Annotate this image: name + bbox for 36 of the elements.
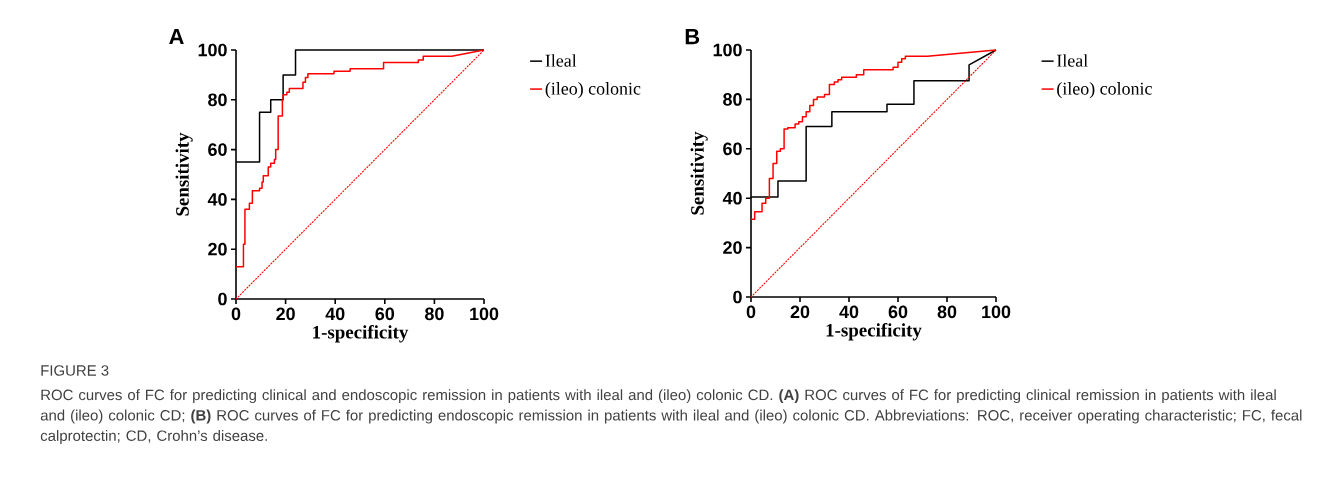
x-tick-label: 0: [746, 305, 756, 319]
y-axis-title: Sensitivity: [690, 131, 708, 215]
y-tick-label: 60: [208, 143, 227, 156]
x-axis-title: 1-specificity: [826, 323, 922, 341]
x-tick-label: 60: [888, 305, 908, 319]
y-tick-label: 80: [723, 93, 742, 106]
y-tick-label: 0: [733, 290, 742, 304]
legend-label: Ileal: [545, 54, 577, 67]
legend-label: (ileo) colonic: [1057, 82, 1152, 99]
y-tick-label: 20: [208, 242, 227, 256]
x-tick-label: 80: [424, 307, 444, 321]
legend-label: (ileo) colonic: [545, 82, 641, 99]
x-tick-label: 100: [470, 307, 499, 321]
y-tick-label: 20: [723, 241, 742, 254]
chart-title: B: [685, 29, 700, 45]
y-axis-title: Sensitivity: [175, 132, 193, 216]
y-tick-label: 80: [208, 93, 227, 107]
y-tick-label: 40: [207, 193, 227, 206]
y-tick-label: 0: [218, 292, 227, 306]
x-tick-label: 40: [839, 305, 859, 319]
text: ROC curves of FC for predicting clinical and endoscopic remission in patients with ileal and (ileo) colonic CD. (A) ROC curves of FC for predicting clinical remission in patients with ileal and (ileo) colonic CD; (B) ROC curves of FC for predicting endoscopic remission in patients with ileal and (ileo) colonic CD. Abbreviations: ROC, receiver operating characteristic; FC, fecal calprotectin; CD, Crohn’s disease.: [40, 389, 1302, 444]
x-tick-label: 0: [231, 307, 241, 321]
x-tick-label: 20: [790, 305, 810, 319]
x-axis-title: 1-specificity: [313, 325, 409, 343]
x-tick-label: 80: [937, 305, 957, 319]
y-tick-label: 40: [722, 191, 742, 205]
x-tick-label: 60: [375, 307, 395, 321]
y-tick-label: 60: [723, 142, 742, 156]
y-tick-label: 100: [713, 43, 742, 57]
caption: FIGURE 3: [41, 365, 109, 376]
y-tick-label: 100: [198, 43, 227, 57]
legend-label: Ileal: [1056, 54, 1088, 67]
x-tick-label: 100: [982, 305, 1011, 319]
x-tick-label: 40: [325, 307, 345, 321]
chart-title: A: [169, 29, 184, 45]
x-tick-label: 20: [276, 307, 295, 321]
